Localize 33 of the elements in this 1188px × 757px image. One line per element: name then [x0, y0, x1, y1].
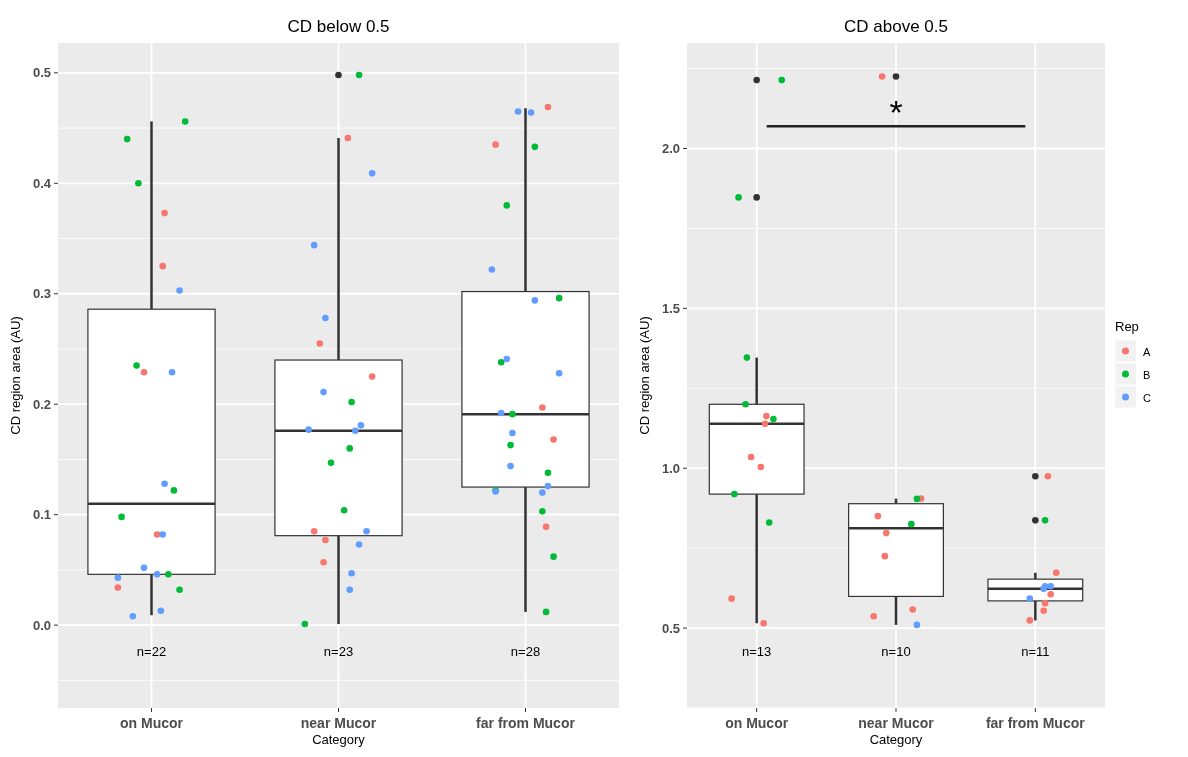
x-tick-label: on Mucor — [725, 715, 789, 731]
y-axis-title: CD region area (AU) — [8, 316, 23, 435]
x-axis-title: Category — [869, 732, 923, 747]
legend-title: Rep — [1115, 318, 1139, 334]
x-tick-label: near Mucor — [858, 715, 935, 731]
y-tick-label: 0.4 — [32, 175, 52, 191]
annotation: n=22 — [136, 644, 167, 660]
y-tick-label: 0.3 — [32, 286, 51, 302]
chart-title: CD above 0.5 — [844, 17, 948, 36]
y-tick-label: 1.5 — [661, 300, 680, 316]
legend-label: C — [1143, 391, 1151, 404]
y-tick-label: 1.0 — [661, 460, 680, 476]
y-axis-title: CD region area (AU) — [637, 316, 652, 435]
y-tick-label: 0.1 — [32, 507, 51, 523]
chart-title: CD below 0.5 — [287, 17, 390, 36]
legend-label: A — [1143, 345, 1151, 358]
annotation: n=11 — [1021, 644, 1050, 660]
x-tick-label: far from Mucor — [476, 715, 576, 731]
annotation: n=23 — [323, 644, 354, 660]
legend-label: B — [1143, 368, 1151, 381]
y-tick-label: 0.2 — [32, 396, 51, 412]
y-tick-label: 0.0 — [32, 617, 51, 633]
annotation: n=10 — [881, 644, 911, 660]
y-tick-label: 0.5 — [32, 65, 51, 81]
x-tick-label: far from Mucor — [985, 715, 1086, 731]
y-tick-label: 0.5 — [661, 620, 680, 636]
annotation: n=28 — [510, 644, 541, 660]
x-tick-label: on Mucor — [120, 715, 184, 731]
x-tick-label: near Mucor — [300, 715, 377, 731]
y-tick-label: 2.0 — [661, 141, 680, 156]
x-axis-title: Category — [312, 732, 366, 747]
annotation: * — [889, 93, 903, 132]
annotation: n=13 — [742, 644, 772, 660]
